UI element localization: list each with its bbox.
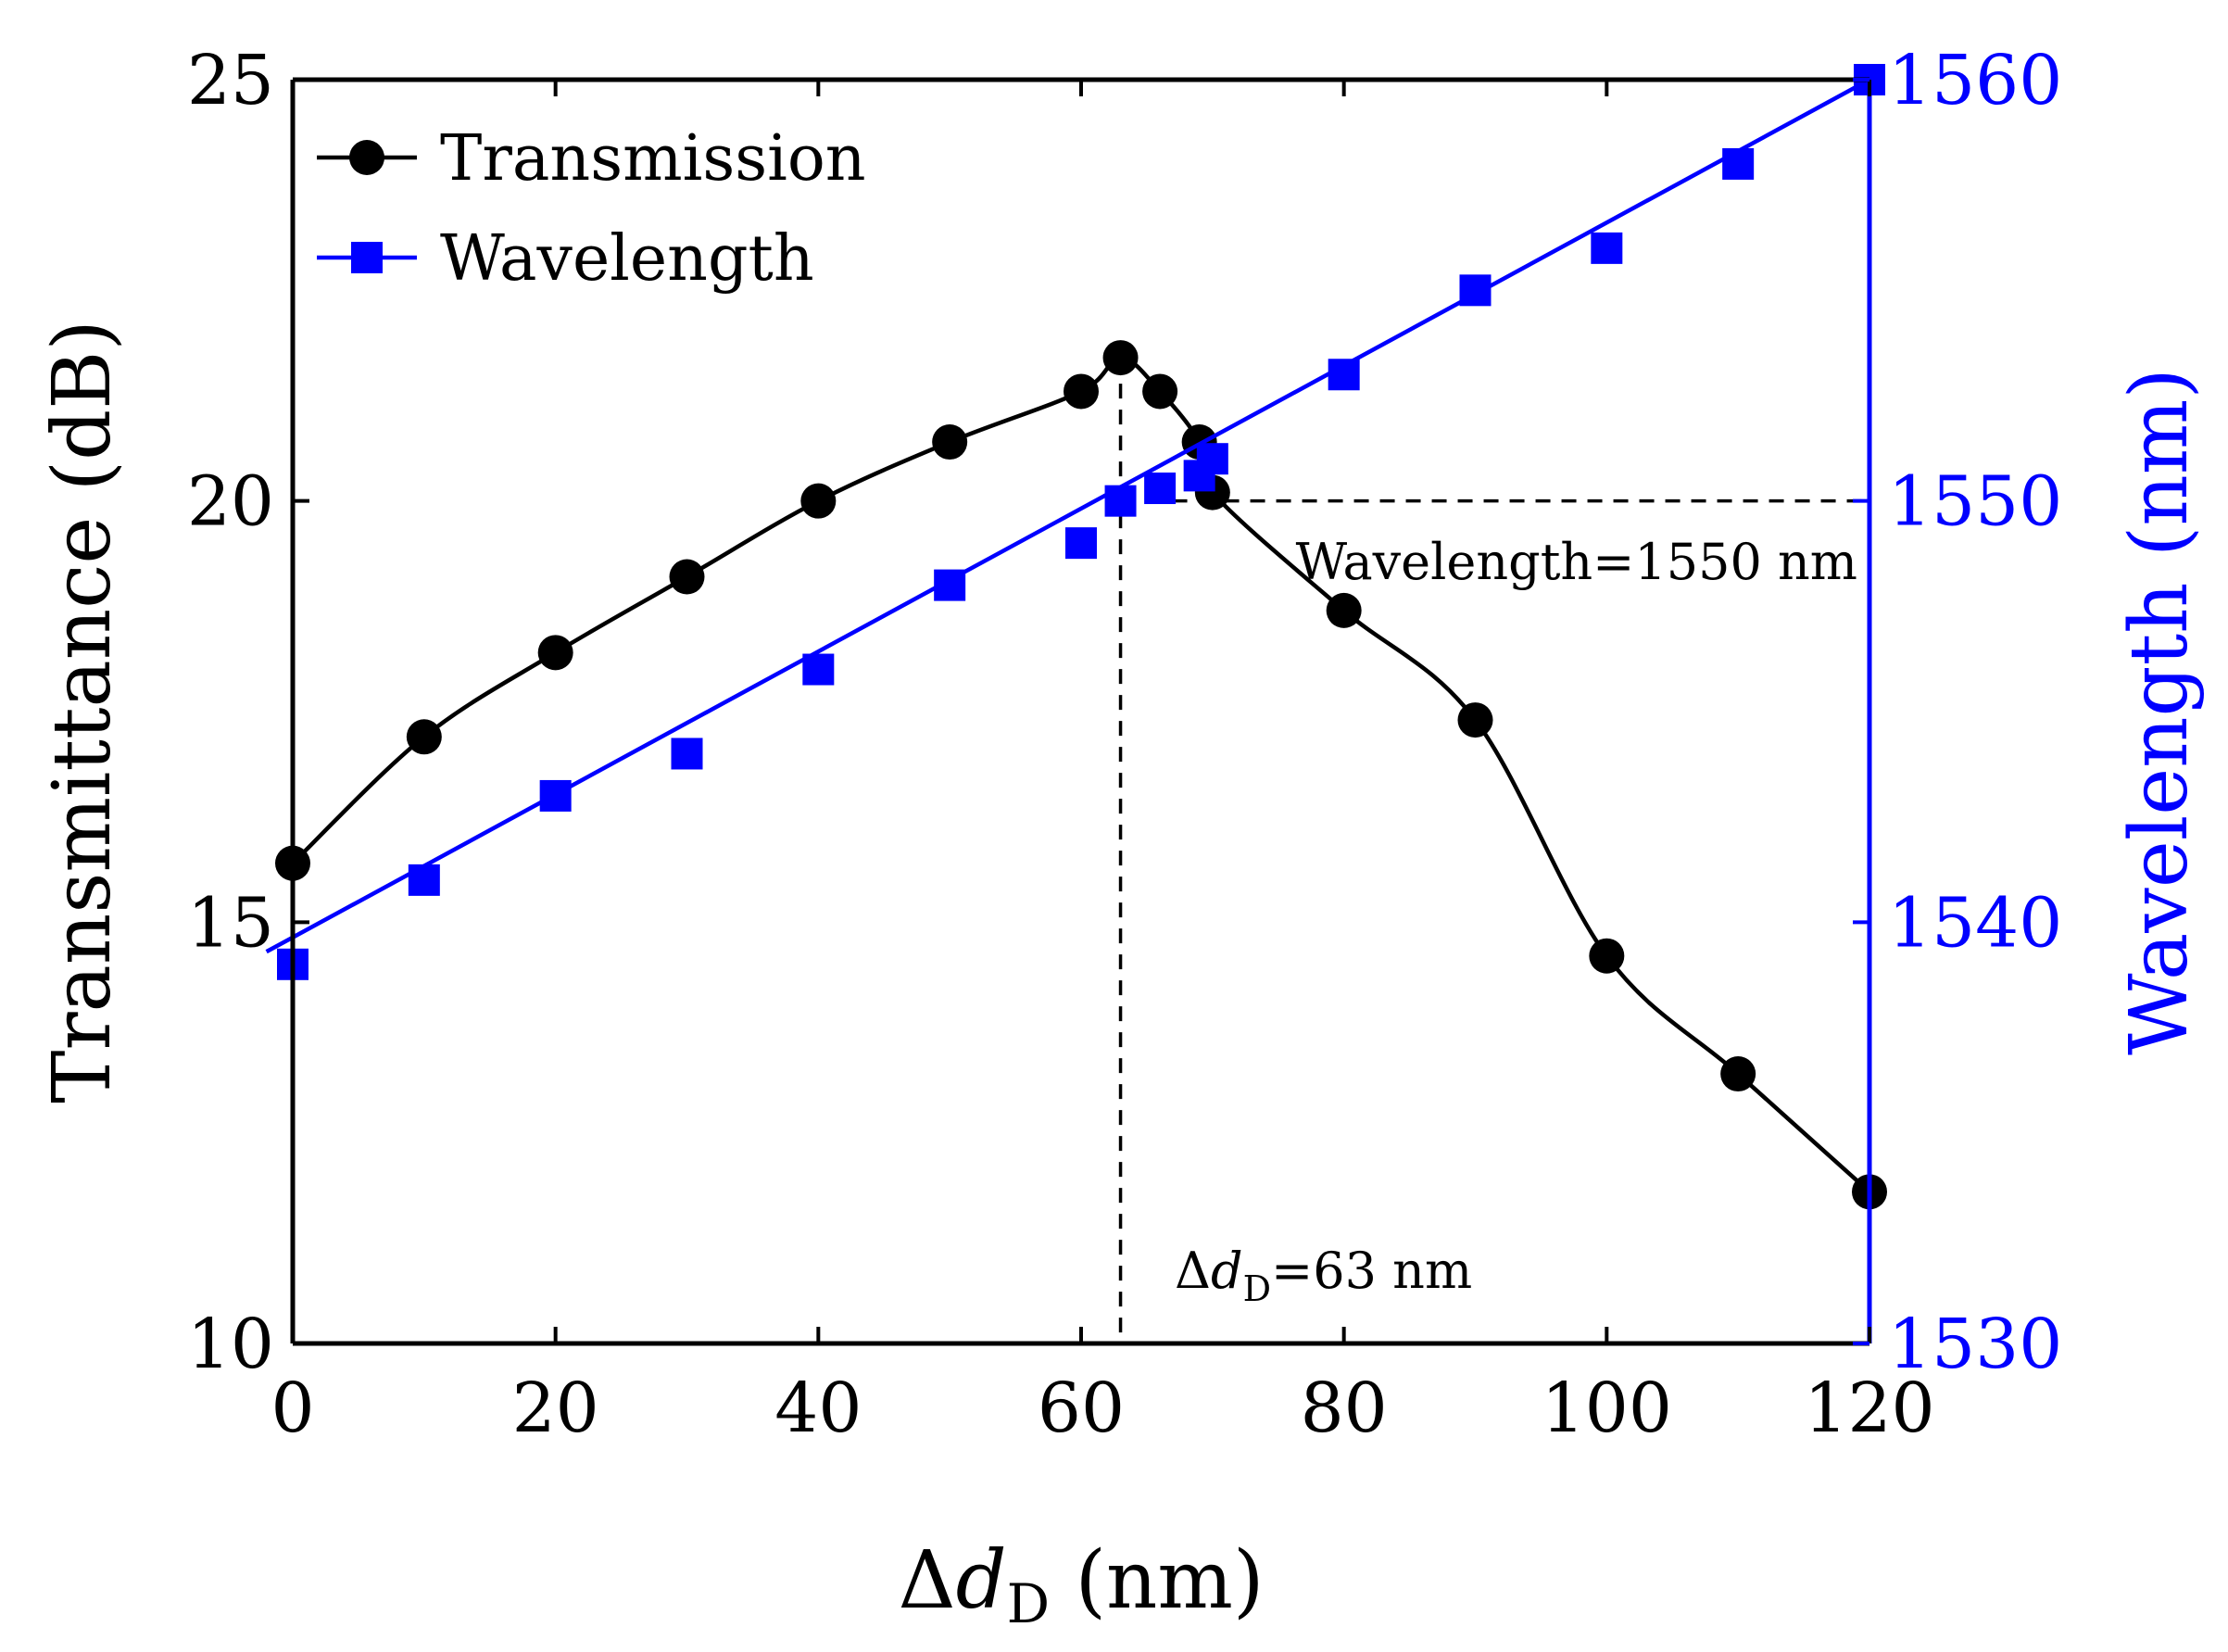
y-right-tick-label: 1530: [1888, 1305, 2062, 1384]
transmission-point-10: [406, 719, 442, 755]
wavelength-point-30: [671, 738, 703, 770]
transmission-point-100: [1589, 938, 1625, 974]
y-left-tick-label: 15: [187, 883, 274, 963]
wavelength-point-100: [1591, 232, 1623, 264]
transmission-point-63: [1102, 340, 1139, 376]
annotations: Wavelength=1550 nm ΔdD=63 nm: [1175, 533, 1857, 1309]
wavelength-point-60: [1065, 527, 1097, 560]
legend: Transmission Wavelength: [317, 122, 866, 296]
wavelength-point-70: [1196, 443, 1228, 475]
wavelength-fit-line: [265, 78, 1871, 954]
y-left-tick-label: 10: [187, 1305, 274, 1384]
labels-layer: ΔdD (nm) Transmittance (dB) Wavelength (nm…: [36, 320, 2206, 1635]
wavelength-point-40: [802, 653, 835, 686]
x-axis-label: ΔdD (nm): [898, 1534, 1264, 1635]
transmission-point-60: [1064, 373, 1099, 410]
wavelength-point-20: [539, 779, 572, 812]
y-right-tick-label: 1550: [1888, 462, 2062, 542]
y-right-tick-label: 1540: [1888, 883, 2062, 963]
ticks-layer: 0 20 40 60 80 100 120 10 15 20 25 1530 1540 1550 1560: [187, 41, 2063, 1448]
y-left-tick-label: 25: [187, 41, 274, 120]
wavelength-annotation: Wavelength=1550 nm: [1296, 533, 1857, 591]
wavelength-point-80: [1328, 359, 1360, 391]
x-tick-label: 120: [1804, 1368, 1934, 1448]
legend-label-transmission: Transmission: [440, 122, 866, 195]
x-tick-label: 20: [512, 1368, 599, 1448]
wavelength-point-50: [934, 569, 966, 601]
y-left-axis-label: Transmittance (dB): [36, 320, 129, 1103]
transmission-point-66: [1142, 373, 1178, 410]
legend-marker-wavelength: [351, 242, 383, 273]
wavelength-point-90: [1459, 274, 1492, 307]
legend-marker-transmission: [349, 140, 384, 175]
transmission-point-90: [1457, 702, 1493, 738]
wavelength-point-110: [1722, 147, 1755, 180]
y-right-tick-label: 1560: [1888, 41, 2062, 120]
transmission-point-40: [800, 483, 837, 519]
x-tick-label: 80: [1301, 1368, 1388, 1448]
y-left-tick-label: 20: [187, 462, 274, 542]
legend-label-wavelength: Wavelength: [440, 222, 814, 296]
transmission-point-50: [932, 424, 968, 460]
x-tick-label: 100: [1542, 1368, 1672, 1448]
transmission-point-20: [537, 635, 573, 671]
wavelength-point-63: [1104, 485, 1137, 517]
transmission-curve: [291, 355, 1871, 1193]
guide-lines: [1118, 358, 1869, 1343]
wavelength-point-66: [1144, 473, 1177, 505]
x-tick-label: 40: [774, 1368, 862, 1448]
transmission-point-80: [1326, 592, 1362, 628]
delta-annotation: ΔdD=63 nm: [1175, 1242, 1472, 1309]
transmission-point-110: [1720, 1056, 1756, 1092]
series-layer: [265, 64, 1887, 1210]
y-right-axis-label: Wavelength (nm): [2113, 368, 2206, 1055]
transmission-point-30: [669, 559, 705, 595]
x-tick-label: 0: [271, 1368, 314, 1448]
wavelength-point-10: [408, 864, 440, 896]
x-tick-label: 60: [1038, 1368, 1125, 1448]
